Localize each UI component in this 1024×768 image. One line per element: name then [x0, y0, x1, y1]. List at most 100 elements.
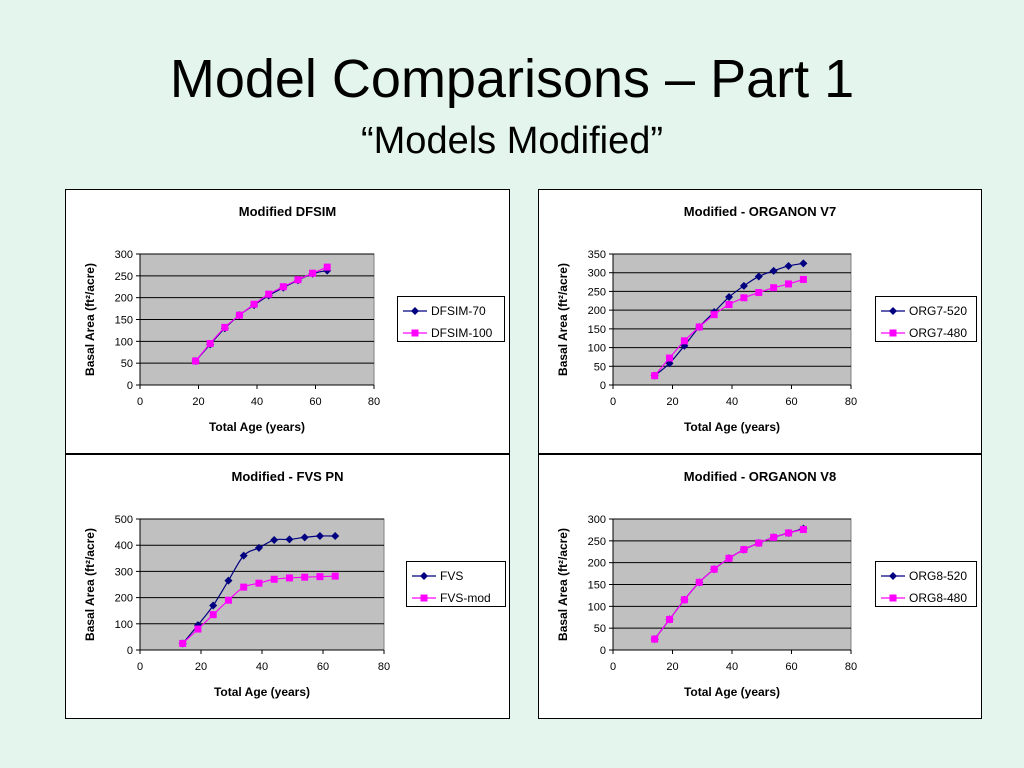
- legend-entry: DFSIM-70: [403, 300, 499, 322]
- x-tick-label: 60: [785, 661, 797, 673]
- y-axis-label: Basal Area (ft²/acre): [83, 263, 97, 376]
- legend-swatch: [881, 594, 905, 602]
- chart-panel-organon-v7: Modified - ORGANON V7 0 50 100 150 200 250 300 3…: [538, 189, 982, 454]
- y-tick-label: 350: [588, 249, 606, 261]
- legend-swatch: [403, 329, 427, 337]
- x-tick-label: 0: [610, 396, 616, 408]
- data-point: [240, 583, 248, 591]
- data-point: [754, 272, 763, 281]
- chart-svg: Modified - FVS PN 0 100 200 300 400 500 0 20 40 60…: [83, 469, 390, 699]
- x-tick-label: 40: [256, 661, 268, 673]
- x-tick-label: 40: [251, 396, 263, 408]
- y-tick-label: 0: [127, 645, 133, 657]
- data-point: [651, 372, 659, 380]
- legend-entry: ORG7-520: [881, 300, 971, 322]
- y-tick-label: 0: [600, 645, 606, 657]
- data-point: [235, 311, 243, 319]
- data-point: [221, 323, 229, 331]
- x-tick-label: 60: [309, 396, 321, 408]
- x-tick-label: 40: [726, 661, 738, 673]
- y-tick-label: 200: [115, 293, 133, 305]
- data-point: [666, 354, 674, 362]
- data-point: [740, 546, 748, 554]
- legend-marker: [889, 572, 897, 580]
- data-point: [680, 596, 688, 604]
- legend-marker: [411, 307, 419, 315]
- data-point: [755, 289, 763, 297]
- y-tick-label: 200: [588, 305, 606, 317]
- data-point: [209, 601, 218, 610]
- chart-title: Modified DFSIM: [239, 204, 337, 219]
- chart-title: Modified - ORGANON V8: [684, 469, 836, 484]
- slide-title: Model Comparisons – Part 1: [169, 49, 855, 109]
- x-axis-label: Total Age (years): [684, 420, 780, 434]
- data-point: [285, 574, 293, 582]
- y-tick-label: 150: [588, 580, 606, 592]
- y-tick-label: 150: [588, 324, 606, 336]
- x-tick-label: 20: [195, 661, 207, 673]
- y-axis-label: Basal Area (ft²/acre): [556, 263, 570, 376]
- y-tick-label: 0: [127, 380, 133, 392]
- legend-swatch: [412, 572, 436, 580]
- data-point: [192, 357, 200, 365]
- data-point: [255, 579, 263, 587]
- legend-entry: DFSIM-100: [403, 322, 499, 344]
- x-tick-label: 20: [666, 396, 678, 408]
- y-tick-label: 100: [588, 343, 606, 355]
- chart-panel-fvs-pn: Modified - FVS PN 0 100 200 300 400 500 0 20 40 60…: [65, 454, 510, 719]
- y-tick-label: 300: [588, 514, 606, 526]
- data-point: [316, 573, 324, 581]
- y-tick-label: 300: [115, 566, 133, 578]
- legend-swatch: [881, 307, 905, 315]
- data-point: [301, 573, 309, 581]
- legend-label: ORG8-520: [909, 569, 968, 583]
- series-line: [195, 266, 328, 362]
- legend-label: ORG8-480: [909, 591, 968, 605]
- chart-legend: ORG7-520 ORG7-480: [875, 296, 977, 342]
- data-point: [331, 532, 340, 541]
- data-point: [799, 259, 808, 268]
- x-tick-label: 20: [666, 661, 678, 673]
- data-point: [785, 280, 793, 288]
- legend-entry: FVS-mod: [412, 587, 500, 609]
- x-axis-label: Total Age (years): [214, 685, 310, 699]
- data-point: [285, 535, 294, 544]
- legend-marker: [889, 307, 897, 315]
- x-tick-label: 0: [137, 661, 143, 673]
- legend-label: FVS: [440, 569, 464, 583]
- chart-svg: Modified - ORGANON V8 0 50 100 150 200 250 300 0…: [556, 469, 857, 699]
- y-tick-label: 250: [115, 271, 133, 283]
- chart-legend: ORG8-520 ORG8-480: [875, 561, 977, 607]
- data-point: [254, 543, 263, 552]
- x-tick-label: 60: [785, 396, 797, 408]
- data-point: [799, 525, 807, 533]
- data-point: [695, 578, 703, 586]
- legend-label: ORG7-520: [909, 304, 968, 318]
- chart-svg: Modified - ORGANON V70501001502002503003…: [556, 204, 857, 434]
- y-tick-label: 250: [588, 536, 606, 548]
- y-tick-label: 500: [115, 514, 133, 526]
- data-point: [740, 294, 748, 302]
- data-point: [710, 565, 718, 573]
- y-tick-label: 250: [588, 286, 606, 298]
- data-point: [315, 532, 324, 541]
- legend-marker: [420, 594, 428, 602]
- y-tick-label: 200: [115, 593, 133, 605]
- data-point: [224, 596, 232, 604]
- chart-legend: DFSIM-70 DFSIM-100: [397, 296, 505, 342]
- y-tick-label: 100: [115, 619, 133, 631]
- data-point: [309, 269, 317, 277]
- chart-legend: FVS FVS-mod: [406, 561, 506, 607]
- y-tick-label: 150: [115, 315, 133, 327]
- data-point: [250, 300, 258, 308]
- data-point: [725, 554, 733, 562]
- y-tick-label: 400: [115, 540, 133, 552]
- x-tick-label: 80: [368, 396, 380, 408]
- legend-entry: FVS: [412, 565, 500, 587]
- data-point: [710, 311, 718, 319]
- data-point: [770, 533, 778, 541]
- x-tick-label: 80: [378, 661, 390, 673]
- chart-panel-dfsim: Modified DFSIM 0 50 100 150 200 250 300 0 20 40 60 8…: [65, 189, 510, 454]
- y-tick-label: 100: [115, 336, 133, 348]
- legend-label: DFSIM-100: [431, 326, 493, 340]
